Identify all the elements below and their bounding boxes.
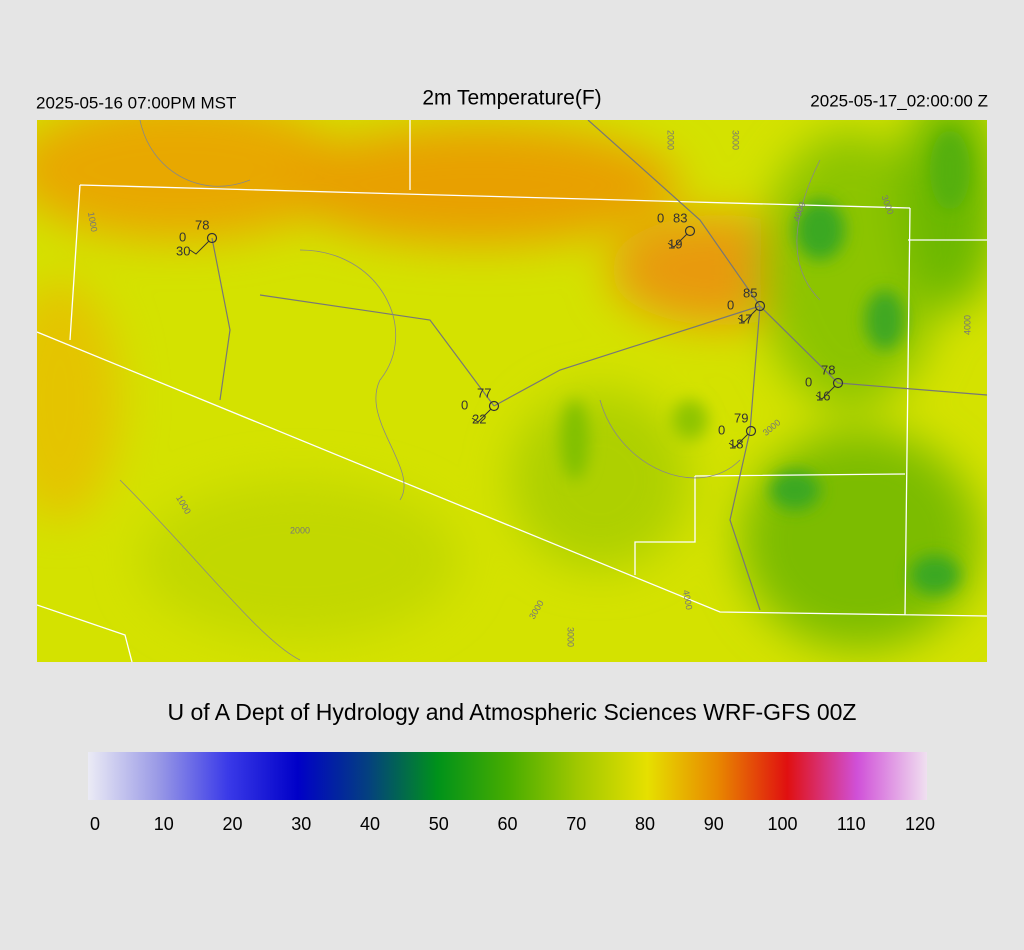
station-circle — [206, 232, 218, 244]
station-wind: 16 — [816, 388, 830, 403]
contour-label: 4000 — [962, 315, 972, 335]
station-wind: 22 — [472, 411, 486, 426]
contour-label: 3000 — [566, 627, 576, 647]
local-time: 2025-05-16 07:00PM MST — [36, 93, 236, 112]
colorbar-tick-label: 0 — [90, 814, 100, 834]
wind-barb — [737, 308, 758, 323]
station-circle — [745, 425, 757, 437]
colorbar-tick-label: 10 — [154, 814, 174, 834]
colorbar-tick-label: 50 — [429, 814, 449, 834]
station-temp: 79 — [734, 410, 748, 425]
contour-label: 3000 — [731, 130, 741, 150]
colorbar — [88, 752, 927, 800]
wind-barb — [189, 240, 210, 255]
colorbar-tick-label: 90 — [704, 814, 724, 834]
wind-barb — [471, 408, 492, 423]
colorbar-tick-label: 30 — [291, 814, 311, 834]
colorbar-tick-label: 20 — [222, 814, 242, 834]
station-circle — [488, 400, 500, 412]
contour-label: 2000 — [666, 130, 676, 150]
station-dew: 0 — [718, 422, 725, 437]
station-wind: 19 — [668, 236, 682, 251]
contour-label: 1000 — [86, 211, 99, 232]
station-dew: 0 — [461, 397, 468, 412]
station-dew: 0 — [179, 229, 186, 244]
title: 2m Temperature(F) — [422, 87, 601, 110]
station-temp: 78 — [195, 217, 209, 232]
colorbar-tick-label: 40 — [360, 814, 380, 834]
wind-barb — [815, 385, 836, 400]
station-circle — [832, 377, 844, 389]
colorbar-tick-label: 100 — [767, 814, 797, 834]
colorbar-tick-label: 110 — [837, 814, 866, 834]
colorbar-tick-label: 80 — [635, 814, 655, 834]
contour-label: 4000 — [681, 589, 694, 610]
wind-barb — [728, 433, 749, 448]
map — [37, 120, 987, 662]
colorbar-tick-label: 120 — [905, 814, 935, 834]
wind-barb — [667, 233, 688, 248]
station-wind: 17 — [738, 311, 752, 326]
station-temp: 85 — [743, 285, 757, 300]
station-temp: 83 — [673, 210, 687, 225]
credit: U of A Dept of Hydrology and Atmospheric… — [167, 699, 856, 725]
station-dew: 0 — [727, 297, 734, 312]
colorbar-tick-label: 70 — [566, 814, 586, 834]
station-circle — [684, 225, 696, 237]
station-wind: 18 — [729, 436, 743, 451]
contour-label: 2000 — [290, 525, 310, 535]
utc-time: 2025-05-17_02:00:00 Z — [810, 91, 988, 110]
station-temp: 77 — [477, 385, 491, 400]
station-temp: 78 — [821, 362, 835, 377]
station-wind: 30 — [176, 243, 190, 258]
station-dew: 0 — [657, 210, 664, 225]
station-circle — [754, 300, 766, 312]
colorbar-tick-label: 60 — [497, 814, 517, 834]
station-dew: 0 — [805, 374, 812, 389]
